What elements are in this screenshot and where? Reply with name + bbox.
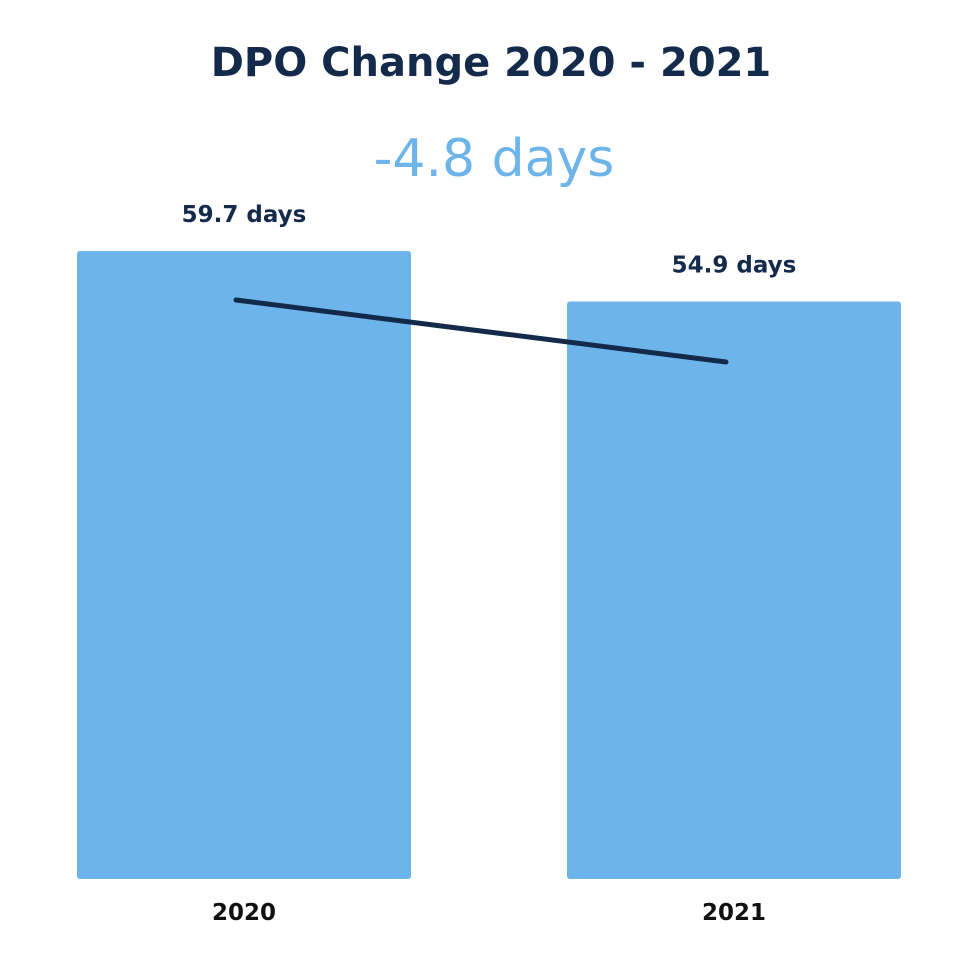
- x-axis-tick-labels: 2020 2021: [212, 900, 766, 926]
- x-tick-label-2021: 2021: [702, 900, 766, 926]
- trend-line-group: [233, 297, 729, 365]
- x-tick-label-2020: 2020: [212, 900, 276, 926]
- bar-2021: [567, 301, 901, 880]
- chart-title: DPO Change 2020 - 2021: [211, 40, 772, 86]
- value-labels-group: 59.7 days 54.9 days: [182, 202, 797, 278]
- trend-line: [233, 297, 729, 365]
- change-summary: -4.8 days: [374, 129, 615, 189]
- value-label-2020: 59.7 days: [182, 202, 307, 228]
- value-label-2021: 54.9 days: [672, 252, 797, 278]
- bar-2020: [77, 251, 411, 879]
- bars-group: [77, 251, 901, 880]
